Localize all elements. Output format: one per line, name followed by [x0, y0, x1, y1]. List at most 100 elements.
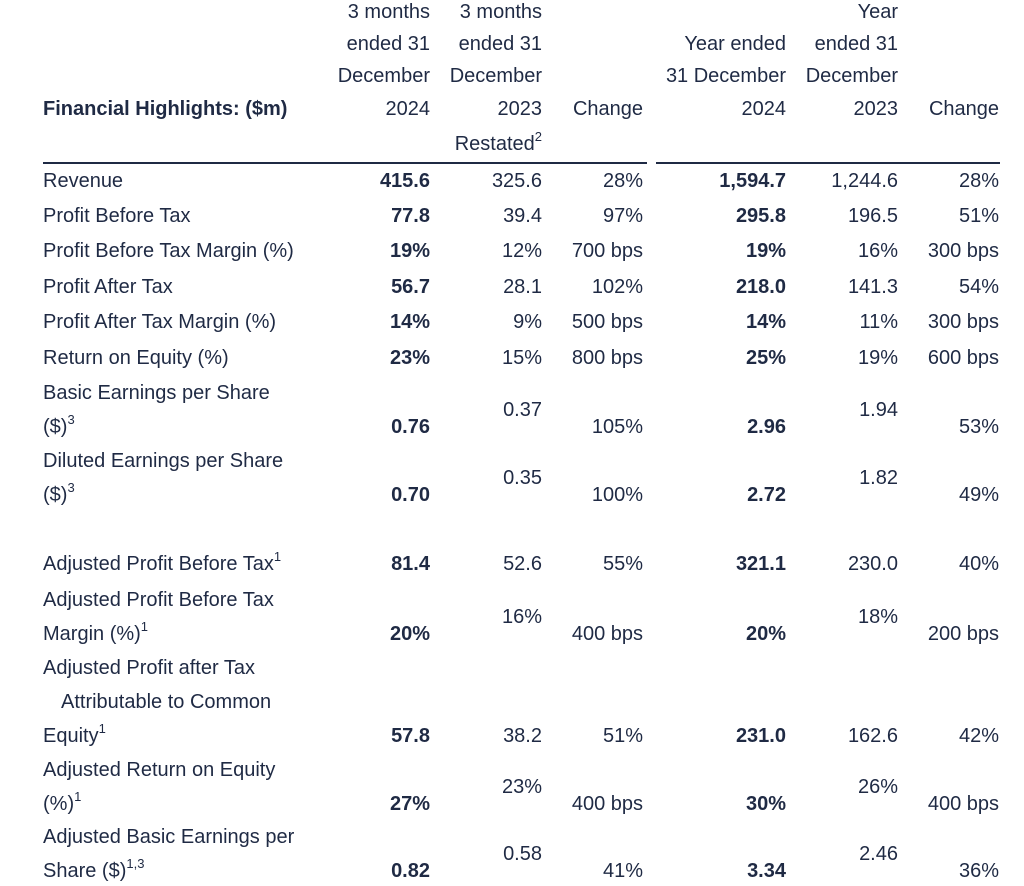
col-header-fy-2023-line1: Year	[857, 1, 898, 23]
cell-fy-2023: 26%	[857, 776, 898, 798]
col-header-fy-2024-line2: 31 December	[665, 65, 786, 87]
col-header-fy-2023-line2: ended 31	[814, 33, 898, 55]
row-label-line: Adjusted Return on Equity	[43, 758, 275, 782]
cell-fy-2024: 25%	[745, 347, 786, 369]
row-label-line: Revenue	[43, 169, 123, 193]
cell-fy-change: 300 bps	[927, 240, 999, 262]
row-label-line: Adjusted Profit Before Tax1	[43, 549, 282, 576]
cell-fy-change: 400 bps	[927, 793, 999, 815]
row-label-line: ($)3	[43, 412, 75, 439]
col-header-fy-2024-line1: Year ended	[684, 33, 786, 55]
cell-q4-change: 800 bps	[571, 347, 643, 369]
cell-q4-2023: 9%	[513, 311, 542, 333]
footnote-ref: 1	[98, 721, 106, 737]
row-label-text: Diluted Earnings per Share	[43, 450, 284, 472]
col-header-q4-2023-line2: ended 31	[458, 33, 542, 55]
cell-q4-change: 500 bps	[571, 311, 643, 333]
cell-q4-2023: 0.35	[503, 467, 542, 489]
row-label-text: Equity	[43, 725, 99, 747]
col-header-q4-2023-line1: 3 months	[459, 1, 542, 23]
cell-q4-2023: 28.1	[503, 276, 542, 298]
row-label-line: Profit Before Tax	[43, 204, 190, 228]
cell-q4-2024: 56.7	[391, 276, 430, 298]
cell-fy-2023: 1,244.6	[831, 170, 898, 192]
cell-q4-change: 97%	[602, 205, 643, 227]
row-label-text: Attributable to Common	[61, 691, 272, 713]
cell-fy-change: 300 bps	[927, 311, 999, 333]
cell-fy-change: 200 bps	[927, 623, 999, 645]
cell-q4-2023: 325.6	[491, 170, 542, 192]
cell-q4-2024: 27%	[389, 793, 430, 815]
cell-fy-2024: 20%	[745, 623, 786, 645]
col-header-q4-2024-line1: 3 months	[347, 1, 430, 23]
cell-fy-change: 42%	[958, 725, 999, 747]
col-header-q4-change: Change	[572, 98, 643, 120]
cell-q4-2024: 20%	[389, 623, 430, 645]
cell-q4-2023: 16%	[501, 606, 542, 628]
cell-q4-2023: 0.58	[503, 843, 542, 865]
cell-q4-2024: 0.70	[391, 484, 430, 506]
table-title: Financial Highlights: ($m)	[43, 98, 288, 120]
cell-q4-2023: 38.2	[503, 725, 542, 747]
row-label-text: Adjusted Profit Before Tax	[43, 553, 274, 575]
row-label-text: Return on Equity (%)	[43, 347, 229, 369]
cell-q4-change: 105%	[591, 416, 643, 438]
cell-q4-change: 700 bps	[571, 240, 643, 262]
cell-fy-2024: 19%	[745, 240, 786, 262]
cell-fy-2023: 196.5	[847, 205, 898, 227]
cell-fy-change: 49%	[958, 484, 999, 506]
col-header-q4-2023-line4: 2023	[497, 98, 543, 120]
row-label-line: Return on Equity (%)	[43, 346, 229, 370]
row-label-text: Profit Before Tax Margin (%)	[43, 240, 294, 262]
cell-fy-2024: 295.8	[735, 205, 786, 227]
row-label-text: Profit After Tax	[43, 276, 173, 298]
col-header-q4-2024-line2: ended 31	[346, 33, 430, 55]
footnote-ref: 1	[140, 619, 149, 635]
cell-q4-2023: 23%	[501, 776, 542, 798]
footnote-ref: 1	[273, 549, 282, 565]
cell-q4-2023: 39.4	[503, 205, 542, 227]
cell-q4-2023: 0.37	[503, 399, 542, 421]
cell-fy-2023: 1.82	[859, 467, 898, 489]
row-label-line: Share ($)1,3	[43, 856, 145, 883]
cell-fy-change: 600 bps	[927, 347, 999, 369]
row-label-text: Profit Before Tax	[43, 205, 191, 227]
cell-q4-change: 400 bps	[571, 623, 643, 645]
row-label-line: Basic Earnings per Share	[43, 381, 270, 405]
cell-q4-change: 100%	[591, 484, 643, 506]
cell-q4-2024: 415.6	[379, 170, 430, 192]
cell-fy-2023: 16%	[857, 240, 898, 262]
cell-q4-2024: 23%	[389, 347, 430, 369]
cell-fy-2024: 2.72	[747, 484, 786, 506]
col-header-q4-2024-line4: 2024	[385, 98, 431, 120]
cell-fy-2024: 1,594.7	[719, 170, 786, 192]
cell-fy-change: 40%	[958, 553, 999, 575]
row-label-text: Share ($)	[43, 860, 127, 882]
row-label-line: Equity1	[43, 721, 106, 748]
cell-fy-change: 51%	[958, 205, 999, 227]
cell-fy-change: 28%	[958, 170, 999, 192]
row-label-text: ($)	[43, 484, 68, 506]
col-header-fy-change: Change	[928, 98, 999, 120]
cell-fy-2023: 2.46	[859, 843, 898, 865]
footnote-ref: 1,3	[126, 856, 145, 872]
cell-fy-2024: 321.1	[735, 553, 786, 575]
cell-fy-change: 54%	[958, 276, 999, 298]
cell-fy-2023: 141.3	[847, 276, 898, 298]
cell-q4-2024: 19%	[389, 240, 430, 262]
cell-q4-2024: 0.82	[391, 860, 430, 882]
footnote-ref: 3	[67, 412, 75, 428]
row-label-text: ($)	[43, 416, 68, 438]
cell-q4-2024: 81.4	[391, 553, 430, 575]
cell-q4-change: 400 bps	[571, 793, 643, 815]
cell-fy-2024: 231.0	[735, 725, 786, 747]
cell-fy-change: 36%	[958, 860, 999, 882]
row-label-line: Diluted Earnings per Share	[43, 449, 283, 473]
cell-q4-2024: 0.76	[391, 416, 430, 438]
footnote-ref: 1	[74, 789, 82, 805]
cell-fy-2024: 14%	[745, 311, 786, 333]
cell-q4-2023: 15%	[501, 347, 542, 369]
cell-q4-change: 41%	[602, 860, 643, 882]
cell-q4-2024: 77.8	[391, 205, 430, 227]
